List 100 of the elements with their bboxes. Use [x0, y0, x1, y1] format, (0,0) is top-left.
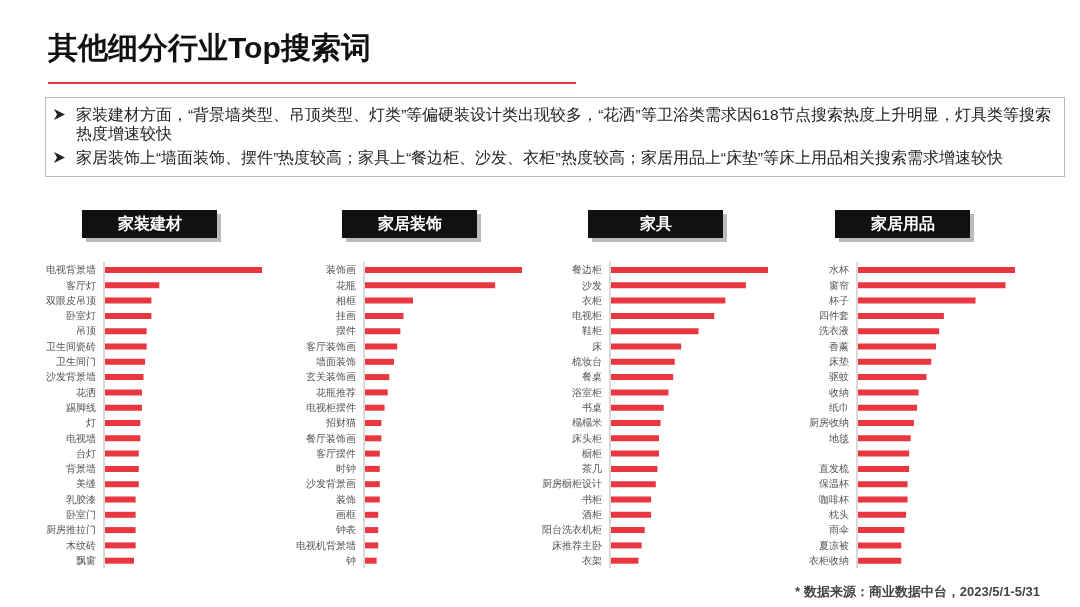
bar — [364, 328, 401, 335]
y-tick-label: 床头柜 — [572, 432, 602, 444]
text: 家装建材方面，“背景墙类型、吊顶类型、灯类”等偏硬装设计类出现较多，“花洒”等卫浴类需求因618节点搜索热度上升明显，灯具类等搜索热度增速较快 — [76, 105, 1052, 143]
bar — [610, 420, 661, 426]
bar — [104, 343, 147, 350]
y-tick-label: 阳台洗衣机柜 — [542, 524, 602, 536]
y-tick-label: 背景墙 — [66, 463, 96, 475]
bar — [104, 282, 160, 289]
bar — [104, 450, 139, 457]
bar — [104, 420, 141, 426]
y-tick-label: 纸巾 — [829, 401, 849, 413]
y-tick-label: 酒柜 — [582, 509, 602, 520]
bar — [364, 511, 379, 518]
bar — [610, 527, 645, 534]
bar — [610, 374, 674, 381]
y-tick-label: 客厅灯 — [66, 279, 96, 291]
y-tick-label: 画框 — [336, 509, 356, 520]
bar — [857, 465, 910, 472]
chart-title: 家具 — [588, 210, 723, 238]
y-tick-label: 夏凉被 — [819, 539, 849, 551]
bar — [857, 511, 906, 518]
bar — [610, 435, 659, 442]
bar — [857, 450, 910, 457]
bar — [364, 435, 382, 442]
bar — [857, 312, 944, 319]
y-tick-label: 玄关装饰画 — [306, 371, 356, 383]
y-tick-label: 书柜 — [582, 493, 602, 505]
y-tick-label: 客厅装饰画 — [306, 340, 356, 352]
bar — [610, 465, 658, 472]
y-tick-label: 杯子 — [828, 294, 849, 306]
y-tick-label: 沙发 — [582, 279, 602, 291]
y-tick-label: 卧室灯 — [66, 310, 96, 322]
y-tick-label: 地毯 — [828, 432, 849, 444]
y-tick-label: 咖啡杯 — [819, 493, 849, 505]
bar — [610, 389, 669, 396]
bar — [857, 374, 927, 381]
bar — [857, 557, 902, 564]
bar — [610, 481, 656, 488]
y-tick-label: 钟表 — [335, 524, 356, 536]
bar — [104, 312, 152, 319]
bar — [857, 358, 932, 365]
bar — [104, 404, 142, 411]
y-tick-label: 电视柜摆件 — [306, 401, 356, 413]
bar — [364, 481, 380, 488]
y-tick-label: 茶几 — [582, 463, 602, 475]
bar — [104, 527, 136, 534]
y-tick-label: 厨房橱柜设计 — [542, 478, 602, 490]
bar — [104, 374, 144, 381]
bar — [610, 312, 715, 319]
bar — [104, 267, 262, 273]
bar — [364, 374, 390, 381]
bar — [857, 496, 908, 503]
bar — [857, 435, 911, 442]
bar — [857, 404, 918, 411]
bar — [857, 389, 919, 396]
bar — [364, 297, 413, 304]
y-tick-label: 美缝 — [76, 478, 96, 490]
chart-title: 家居装饰 — [342, 210, 477, 238]
y-tick-label: 招财猫 — [325, 417, 356, 429]
y-tick-label: 榻榻米 — [572, 417, 602, 429]
bar — [610, 542, 642, 549]
y-tick-label: 客厅摆件 — [316, 447, 356, 459]
y-tick-label: 沙发背景墙 — [46, 371, 96, 383]
bar — [364, 496, 380, 503]
bar — [364, 420, 382, 426]
bar — [104, 511, 136, 518]
y-tick-label: 双眼皮吊顶 — [46, 294, 96, 306]
y-tick-label: 灯 — [86, 417, 96, 429]
bar — [104, 465, 139, 472]
y-tick-label: 花瓶 — [336, 279, 356, 291]
bar — [610, 282, 746, 289]
y-tick-label: 乳胶漆 — [66, 493, 96, 505]
y-tick-label: 衣柜 — [582, 294, 602, 306]
y-tick-label: 墙面装饰 — [315, 356, 356, 367]
y-tick-label: 电视墙 — [66, 432, 96, 444]
y-tick-label: 电视柜 — [572, 310, 602, 322]
bar — [364, 282, 496, 289]
chart-title: 家居用品 — [835, 210, 970, 238]
y-tick-label: 装饰画 — [326, 264, 356, 276]
y-tick-label: 电视机背景墙 — [296, 539, 356, 551]
y-tick-label: 电视背景墙 — [46, 264, 96, 276]
y-tick-label: 梳妆台 — [572, 356, 602, 367]
bar — [104, 481, 139, 488]
y-tick-label: 木纹砖 — [66, 539, 96, 551]
y-tick-label: 卫生间瓷砖 — [46, 340, 96, 352]
y-tick-label: 沙发背景画 — [306, 478, 356, 490]
y-tick-label: 香薰 — [829, 340, 849, 352]
bar — [364, 527, 379, 534]
y-tick-label: 枕头 — [828, 509, 849, 520]
y-tick-label: 厨房推拉门 — [46, 524, 96, 536]
y-tick-label: 水杯 — [829, 264, 849, 276]
bar — [104, 435, 141, 442]
y-tick-label: 花瓶推荐 — [316, 386, 356, 398]
bar — [104, 297, 152, 304]
y-tick-label: 窗帘 — [829, 279, 849, 291]
bar — [104, 358, 146, 365]
y-tick-label: 衣架 — [582, 554, 602, 566]
bar — [610, 328, 699, 335]
bar — [610, 358, 675, 365]
y-tick-label: 餐桌 — [582, 371, 602, 383]
